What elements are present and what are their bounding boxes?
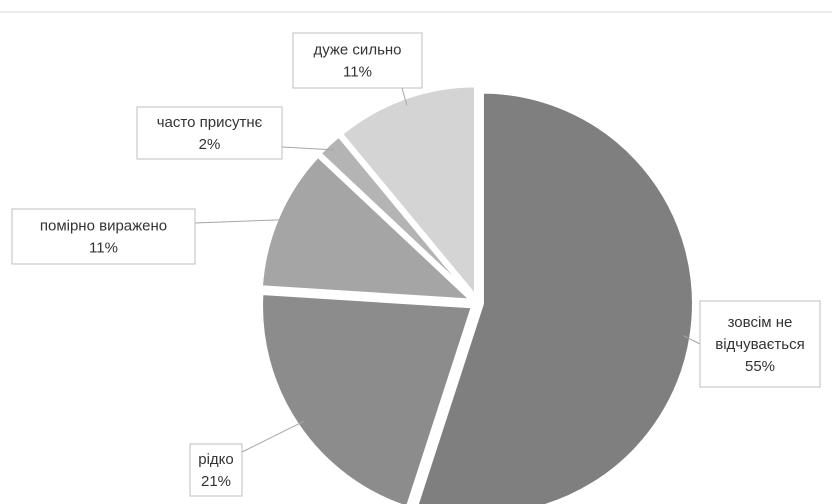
leader-lines [194,87,701,453]
data-label-category: зовсім не [728,314,793,331]
data-label-box [292,32,423,89]
leader-line-3 [194,219,286,224]
pie-slice-5 [338,83,478,300]
data-label-box [699,300,821,388]
data-label-5: дуже сильно 11% [292,32,423,89]
data-label-category: рідко [198,451,234,468]
pie-slice-1 [414,89,696,504]
pie-slice-3 [258,153,475,303]
leader-line-4 [281,146,335,151]
data-label-4: часто присутнє 2% [136,106,283,160]
data-label-box [11,208,196,265]
data-label-category: відчувається [715,336,804,353]
data-label-3: помірно виражено 11% [11,208,196,265]
data-label-category: часто присутнє [157,114,263,131]
data-label-category: дуже сильно [313,42,401,59]
data-label-value: 11% [343,64,372,81]
leader-line-2 [241,420,305,453]
data-label-box [136,106,283,160]
data-label-value: 2% [199,136,221,153]
pie-slices [258,83,696,504]
pie-slice-2 [259,291,476,504]
data-label-value: 21% [201,473,231,490]
data-label-box [189,443,243,497]
data-label-value: 55% [745,358,775,375]
leader-line-1 [683,335,701,345]
data-labels: зовсім не відчувається 55% рідко 21% помірно … [11,32,821,497]
leader-line-5 [401,87,408,106]
pie-slice-4 [317,133,476,301]
data-label-1: зовсім не відчувається 55% [699,300,821,388]
data-label-value: 11% [89,240,118,257]
data-label-2: рідко 21% [189,443,243,497]
data-label-category: помірно виражено [40,218,167,235]
